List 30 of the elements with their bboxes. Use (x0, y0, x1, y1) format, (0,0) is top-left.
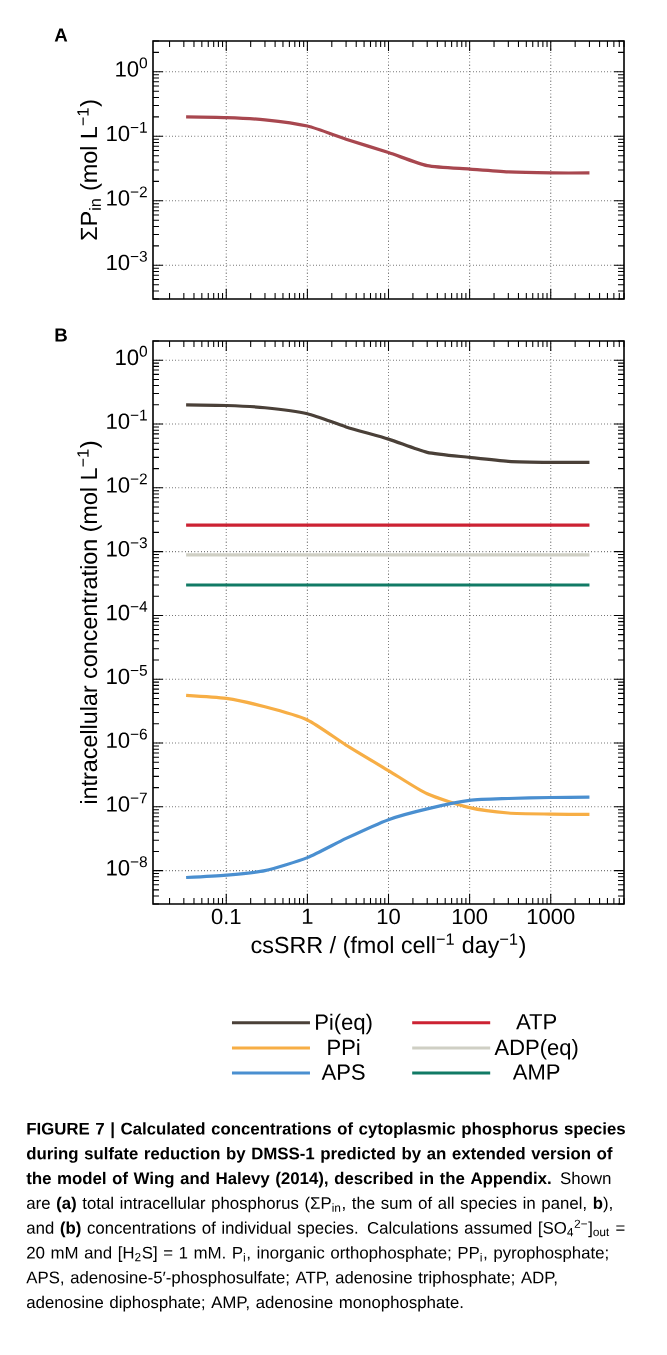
y-tick-label: 10$^{−1}$ (107, 409, 147, 429)
y-tick-label: 10$^{−7}$ (107, 792, 147, 812)
y-tick-label: 10$^{−6}$ (107, 728, 147, 749)
y-tick-label: 10$^{−8}$ (107, 856, 147, 876)
y-tick-label: 10$^{−3}$ (107, 250, 147, 271)
x-axis-title: csSRR / (fmol cell$^{−1}$ day$^{−1}$) (251, 933, 525, 958)
y-tick-label: 10$^{0}$ (116, 345, 148, 366)
x-tick-label: 10 (377, 908, 400, 925)
x-tick-label: 1000 (527, 908, 575, 925)
y-axis-title: ΣP$_{in}$ (mol L$^{−1}$) (77, 100, 102, 240)
x-tick-label: 1 (302, 908, 313, 924)
y-tick-label: 10$^{0}$ (116, 57, 148, 77)
y-tick-label: 10$^{−1}$ (107, 122, 147, 142)
y-axis-title: intracellular concentration (mol L$^{−1}$) (77, 441, 102, 804)
y-tick-label: 10$^{−5}$ (107, 665, 147, 685)
legend-label: PPi (328, 1039, 360, 1055)
text: FIGURE 7 | Calculated concentrations of cytoplasmic phosphorus species during sulfate reduction by DMSS-1 predicted by an extended version of the model of Wing and Halevy (2014), described in the Appendix. Shown are (a) total intracellular phosphorus (ΣP$_{in}$, the sum of all species in panel, b), and (b) concentrations of individual species. Calculations assumed [SO$_{4}$$^{2−}$]$_{out}$ = 20 mM and [H$_{2}$S] = 1 mM. P$_{i}$, inorganic orthophosphate; PP$_{i}$, pyrophosphate; APS, adenosine-5′-phosphosulfate; ATP, adenosine triphosphate; ADP, adenosine diphosphate; AMP, adenosine monophosphate. (26, 1122, 625, 1312)
legend-label: AMP (512, 1064, 560, 1080)
x-tick-label: 100 (452, 908, 488, 925)
y-tick-label: 10$^{−2}$ (107, 473, 147, 493)
chart-title: A (54, 28, 68, 42)
legend-label: ATP (516, 1014, 557, 1030)
y-tick-label: 10$^{−2}$ (107, 186, 147, 206)
y-tick-label: 10$^{−4}$ (107, 601, 148, 621)
x-tick-label: 0.1 (211, 908, 241, 925)
legend-label: ADP(eq) (494, 1039, 578, 1060)
legend-label: APS (321, 1064, 365, 1080)
y-tick-label: 10$^{−3}$ (107, 537, 147, 557)
chart-title: B (55, 328, 67, 342)
legend-label: Pi(eq) (316, 1013, 372, 1035)
